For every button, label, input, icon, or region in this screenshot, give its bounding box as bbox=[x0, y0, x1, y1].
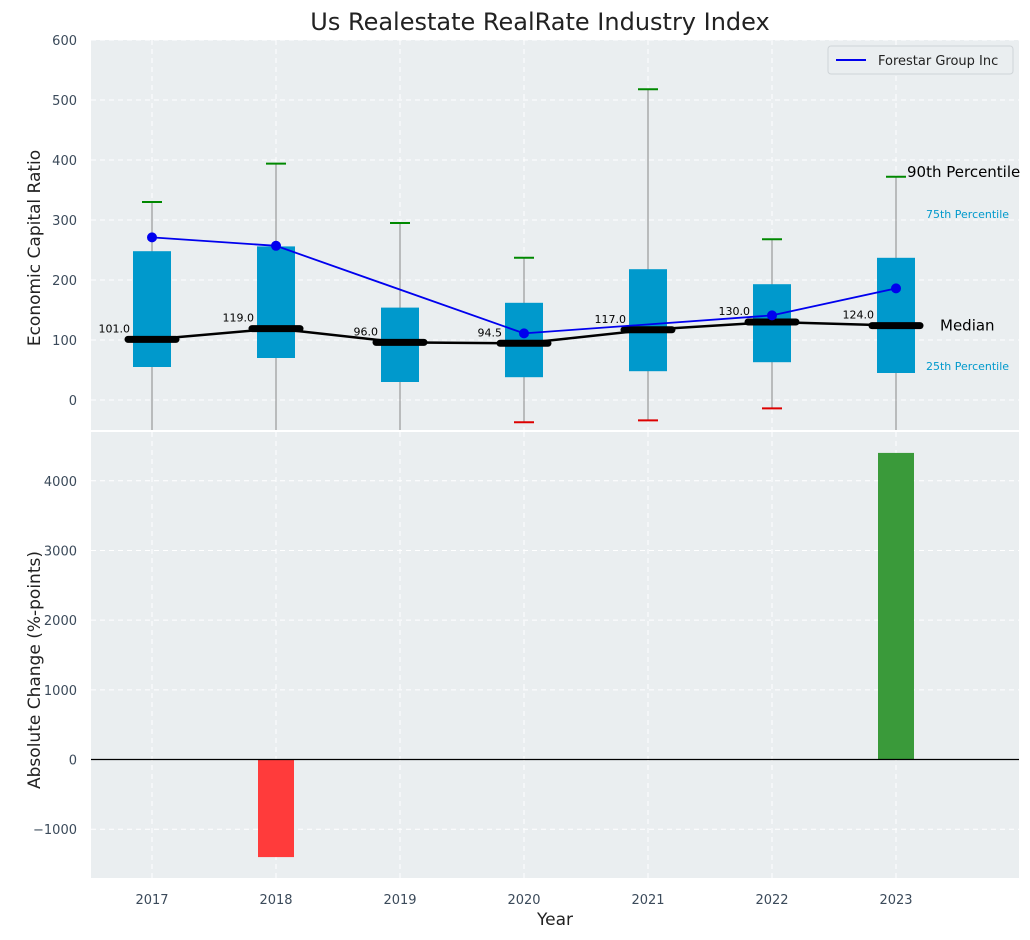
iqr-box bbox=[877, 257, 915, 373]
iqr-box bbox=[629, 269, 667, 372]
median-value-label: 119.0 bbox=[223, 312, 255, 325]
x-tick-label: 2023 bbox=[879, 893, 912, 908]
median-value-label: 124.0 bbox=[843, 309, 875, 322]
annotation-75th-percentile: 75th Percentile bbox=[926, 208, 1009, 221]
bottom-y-tick-label: 1000 bbox=[44, 684, 77, 699]
x-axis-ticks: 2017 2018 2019 2020 2021 2022 2023 bbox=[135, 893, 912, 908]
median-value-label: 101.0 bbox=[99, 322, 131, 335]
legend-label-company: Forestar Group Inc bbox=[878, 54, 998, 69]
top-y-tick-label: 200 bbox=[52, 274, 77, 289]
legend: Forestar Group Inc bbox=[827, 45, 1014, 75]
change-bar-positive bbox=[878, 452, 914, 760]
annotation-90th-percentile: 90th Percentile bbox=[907, 163, 1020, 181]
bottom-y-axis-label: Absolute Change (%-points) bbox=[25, 551, 45, 789]
top-panel-background bbox=[91, 40, 1019, 430]
bottom-y-tick-label: 3000 bbox=[44, 544, 77, 559]
top-panel-marks: 101.0 119.0 96.0 94.5 117.0 130.0 124.0 90th Pe… bbox=[99, 88, 1020, 430]
median-value-label: 94.5 bbox=[478, 326, 503, 339]
company-series-point bbox=[519, 328, 529, 339]
iqr-box bbox=[133, 251, 171, 367]
company-series-point bbox=[891, 283, 901, 294]
x-tick-label: 2020 bbox=[507, 893, 540, 908]
company-series-point bbox=[271, 240, 281, 251]
bottom-y-tick-label: 0 bbox=[69, 754, 77, 769]
top-y-tick-label: 300 bbox=[52, 214, 77, 229]
median-value-label: 130.0 bbox=[719, 305, 751, 318]
x-axis-label: Year bbox=[536, 910, 573, 930]
top-y-tick-label: 400 bbox=[52, 154, 77, 169]
bottom-y-axis-ticks: −1000 0 1000 2000 3000 4000 bbox=[33, 475, 77, 838]
x-tick-label: 2021 bbox=[631, 893, 664, 908]
x-tick-label: 2018 bbox=[259, 893, 292, 908]
x-tick-label: 2019 bbox=[383, 893, 416, 908]
company-series-point bbox=[767, 310, 777, 321]
annotation-25th-percentile: 25th Percentile bbox=[926, 360, 1009, 373]
iqr-box bbox=[257, 246, 295, 358]
top-y-axis-ticks: 0 100 200 300 400 500 600 bbox=[52, 34, 77, 409]
legend-frame bbox=[827, 45, 1014, 75]
x-tick-label: 2022 bbox=[755, 893, 788, 908]
chart-title: Us Realestate RealRate Industry Index bbox=[310, 8, 769, 36]
bottom-panel-marks bbox=[91, 452, 1019, 858]
median-value-label: 96.0 bbox=[354, 325, 379, 338]
median-value-label: 117.0 bbox=[595, 313, 627, 326]
bottom-y-tick-label: 2000 bbox=[44, 614, 77, 629]
top-y-tick-label: 100 bbox=[52, 334, 77, 349]
bottom-y-tick-label: −1000 bbox=[33, 823, 77, 838]
change-bar-negative bbox=[258, 759, 294, 858]
annotation-median: Median bbox=[940, 317, 995, 335]
top-y-tick-label: 500 bbox=[52, 94, 77, 109]
x-tick-label: 2017 bbox=[135, 893, 168, 908]
top-y-tick-label: 600 bbox=[52, 34, 77, 49]
company-series-point bbox=[147, 232, 157, 243]
top-y-axis-label: Economic Capital Ratio bbox=[25, 150, 45, 346]
bottom-panel-background bbox=[91, 432, 1019, 878]
top-y-tick-label: 0 bbox=[69, 394, 77, 409]
bottom-y-tick-label: 4000 bbox=[44, 475, 77, 490]
